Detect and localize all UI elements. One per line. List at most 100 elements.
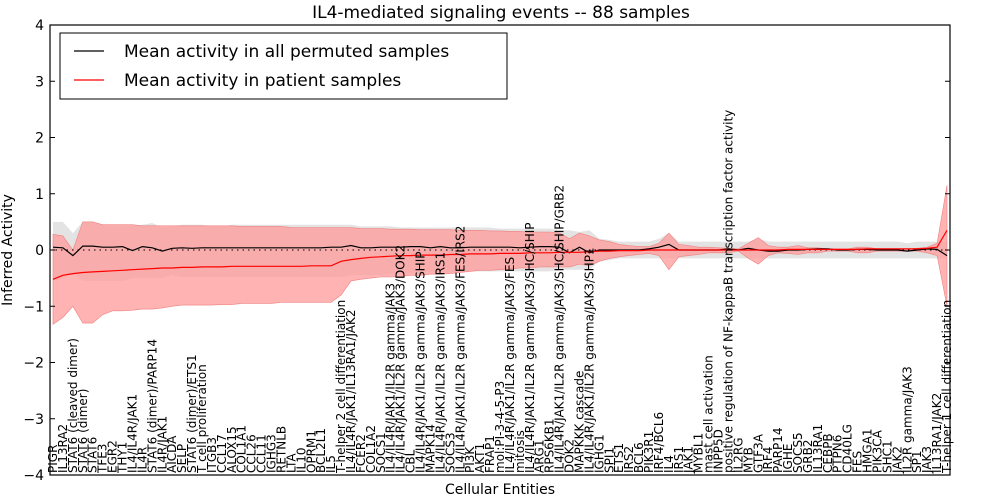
x-tick-label: IL4/IL4R/JAK1/IL2R gamma/JAK3/SHC/SHIP — [523, 222, 537, 473]
x-tick-label: IL4/IL4R/JAK1/IL13RA1/JAK2 — [344, 310, 358, 474]
x-tick-label: STAT6 (dimer) — [76, 389, 90, 473]
x-tick-label: IL4/IL4R/JAK1/IL2R gamma/JAK3/SHIP — [414, 252, 428, 473]
y-tick-labels: −4 −3 −2 −1 0 1 2 3 4 — [23, 18, 950, 484]
x-tick-label: CBL — [404, 449, 418, 473]
x-tick-label: IGHE — [781, 444, 795, 473]
legend-box — [59, 32, 508, 100]
x-tick-label: IL4R/JAK1 — [155, 416, 169, 473]
x-tick-label: IL4/IL4R/JAK1 — [125, 394, 139, 473]
x-tick-label: IL4/IL4R/JAK1/IL2R gamma/JAK3/FES/IRS2 — [453, 226, 467, 473]
x-tick-label: SHC1 — [880, 440, 894, 473]
x-tick-label: ALOX15 — [225, 426, 239, 473]
x-tick-label: MYBL1 — [692, 433, 706, 473]
x-tick-label: T-helper 2 cell differentiation — [334, 300, 348, 474]
y-tick-label: 4 — [35, 18, 44, 34]
chart-title: IL4-mediated signaling events -- 88 samp… — [312, 3, 690, 23]
x-tick-label: IRF4 — [761, 447, 775, 473]
x-tick-label: RPS6KB1 — [543, 418, 557, 473]
x-tick-label: MYB — [741, 447, 755, 473]
x-tick-label: IL4 — [662, 455, 676, 473]
x-tick-label: AICDA — [165, 435, 179, 473]
x-tick-label: IL4/IL4R/JAK1/IL2R gamma/JAK3 — [384, 283, 398, 473]
x-tick-label: RETNLB — [274, 426, 288, 473]
x-tick-label: BCL2L1 — [314, 428, 328, 473]
x-tick-label: IL2RG — [731, 438, 745, 474]
x-axis-label: Cellular Entities — [445, 482, 555, 498]
x-tick-label: IL4/IL4R/JAK1/IL2R gamma/JAK3/DOK2 — [394, 245, 408, 473]
x-tick-label: IL4/IL4R/JAK1/IL2R gamma/JAK3/FES — [503, 257, 517, 473]
x-tick-label: T-helper 1 cell differentiation — [940, 300, 954, 474]
x-tick-label: IL4/IL4R/JAK1/IL2R gamma/JAK3/SHP1 — [582, 247, 596, 473]
x-tick-label: GTF3A — [751, 433, 765, 473]
x-tick-label: CCL26 — [245, 434, 259, 473]
x-tick-label: OPRM1 — [304, 430, 318, 473]
lines-layer — [50, 229, 950, 280]
x-tick-label: STAT6 (cleaved dimer) — [66, 338, 80, 473]
patient-mean-line — [52, 229, 948, 280]
x-tick-label: INPP5D — [712, 429, 726, 473]
x-tick-label: IRS1 — [672, 446, 686, 473]
legend-label-patient: Mean activity in patient samples — [124, 71, 401, 91]
x-tick-label: SPI1 — [602, 447, 616, 473]
x-tick-label: PI3K — [463, 446, 477, 473]
x-tick-label: LTA — [284, 453, 298, 473]
x-tick-label: IL13RA1 — [811, 424, 825, 473]
x-tick-label: mol:PI-3-4-5-P3 — [493, 381, 507, 473]
x-tick-label: IRF4/BCL6 — [652, 412, 666, 473]
x-tick-label: PIK3CA — [870, 429, 884, 473]
x-tick-label: AKT1 — [473, 443, 487, 473]
x-tick-label: ITGB3 — [205, 437, 219, 473]
x-tick-label: IL10 — [294, 448, 308, 474]
x-tick-label: IL13RA1/JAK2 — [930, 393, 944, 473]
x-tick-label: FRAP1 — [483, 435, 497, 473]
y-tick-label: 1 — [35, 187, 44, 203]
x-tick-label: IL4/IL4R/JAK1/IL2R gamma/JAK3/IRS1 — [433, 252, 447, 473]
x-tick-label: IL4/IL4R/JAK1/IL2R gamma/JAK3/SHC/SHIP/G… — [553, 185, 567, 473]
y-tick-label: −3 — [23, 412, 44, 428]
x-tick-label: JAK2 — [890, 446, 904, 474]
x-tick-label: COL1A1 — [235, 425, 249, 473]
x-tick-label: T cell proliferation — [195, 364, 209, 474]
x-tick-label: SELP — [175, 444, 189, 473]
x-tick-label: GRB2 — [801, 439, 815, 473]
x-tick-label: ETS1 — [612, 443, 626, 473]
x-tick-label: TFE3 — [96, 444, 110, 474]
x-tick-label: EGR2 — [106, 440, 120, 473]
x-tick-label: STAT6 (dimer)/ETS1 — [185, 354, 199, 473]
x-tick-label: positive regulation of NF-kappaB transcr… — [721, 110, 735, 473]
x-tick-label: SOCS5 — [791, 432, 805, 473]
x-tick-label: ARG1 — [533, 440, 547, 473]
y-axis-label: Inferred Activity — [0, 194, 16, 306]
x-tick-label: THY1 — [116, 442, 130, 474]
x-tick-label: IL2R gamma/JAK3 — [900, 366, 914, 473]
x-tick-label: STAT6 (dimer)/PARP14 — [145, 339, 159, 473]
x-tick-label: JAK3 — [920, 446, 934, 474]
y-tick-label: 2 — [35, 131, 44, 147]
y-tick-label: 3 — [35, 74, 44, 90]
x-tick-label: STAT6 — [86, 437, 100, 473]
x-tick-label: IL13RA2 — [56, 424, 70, 473]
x-tick-label: IL4R — [135, 447, 149, 473]
x-tick-label: JAK1 — [682, 446, 696, 474]
x-tick-label: PTPN6 — [831, 435, 845, 473]
y-tick-label: −2 — [23, 356, 44, 372]
y-tick-label: −1 — [23, 299, 44, 315]
x-tick-label: PIK3R1 — [642, 431, 656, 473]
y-tick-label: 0 — [35, 243, 44, 259]
x-tick-label: MAPK14 — [423, 424, 437, 473]
x-tick-label: CEBPB — [821, 433, 835, 473]
y-tick-label: −4 — [23, 468, 44, 484]
plot-frame — [49, 24, 951, 476]
legend: Mean activity in all permuted samples Me… — [59, 32, 508, 100]
x-tick-label: IL5 — [324, 455, 338, 473]
x-tick-label: IRS2 — [622, 446, 636, 473]
x-tick-label: SP1 — [910, 451, 924, 474]
x-tick-label: FCER2 — [354, 434, 368, 473]
x-tick-label: IGHG3 — [265, 434, 279, 473]
x-tick-label: mitosis — [513, 430, 527, 473]
x-tick-label: CCL11 — [255, 434, 269, 473]
x-tick-label: MAPKKK cascade — [572, 371, 586, 473]
x-tick-label: IGHG1 — [592, 434, 606, 473]
x-tick-label: DOK2 — [563, 439, 577, 473]
